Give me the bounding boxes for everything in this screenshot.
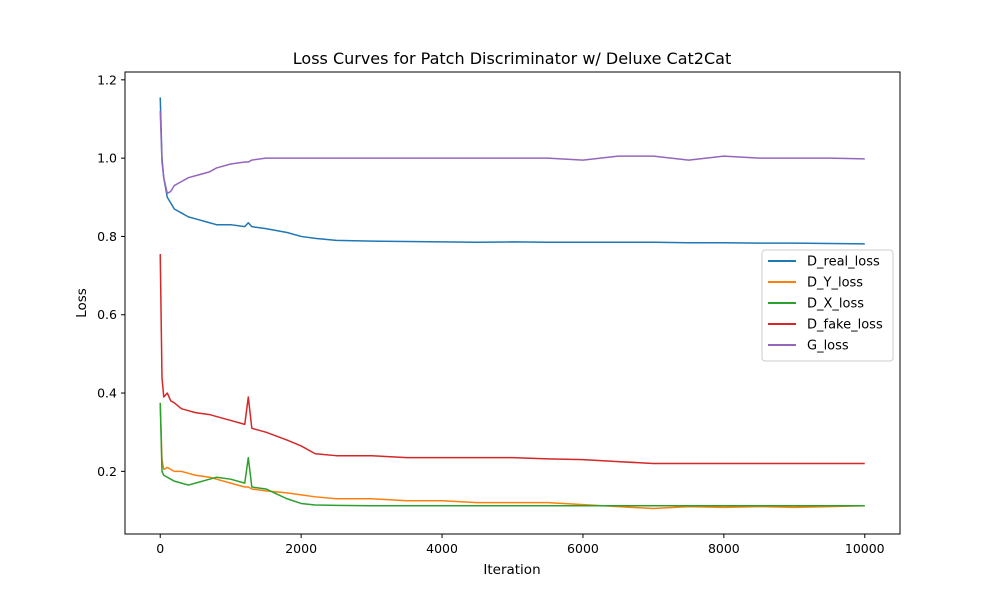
x-tick-label: 0 [156, 541, 164, 556]
chart-title: Loss Curves for Patch Discriminator w/ D… [293, 49, 731, 68]
x-tick-label: 2000 [285, 541, 317, 556]
plot-area [159, 97, 865, 510]
x-tick-label: 10000 [845, 541, 885, 556]
y-tick-label: 1.0 [97, 151, 117, 166]
y-tick-label: 0.2 [97, 464, 117, 479]
legend-label: D_fake_loss [807, 318, 883, 333]
y-tick-label: 0.6 [97, 307, 117, 322]
plot-frame [124, 71, 901, 535]
x-tick-label: 6000 [567, 541, 599, 556]
series-line-g-loss [159, 111, 865, 195]
y-tick-label: 0.4 [97, 386, 117, 401]
series-line-d-y-loss [159, 402, 865, 510]
y-axis-label: Loss [74, 288, 90, 318]
x-axis: 0 2000 4000 6000 8000 10000 [156, 534, 885, 556]
legend-label: D_real_loss [807, 255, 880, 270]
legend-label: D_X_loss [807, 297, 864, 312]
legend-label: G_loss [807, 339, 849, 354]
legend-label: D_Y_loss [807, 276, 863, 291]
series-line-d-fake-loss [159, 254, 865, 465]
x-tick-label: 4000 [426, 541, 458, 556]
x-axis-label: Iteration [483, 562, 540, 578]
legend-box [761, 249, 894, 362]
series-line-d-real-loss [159, 97, 865, 245]
x-tick-label: 8000 [708, 541, 740, 556]
y-tick-label: 0.8 [97, 229, 117, 244]
y-axis: 0.2 0.4 0.6 0.8 1.0 1.2 [97, 72, 125, 479]
series-line-d-x-loss [159, 402, 865, 507]
y-tick-label: 1.2 [97, 72, 117, 87]
legend: D_real_loss D_Y_loss D_X_loss D_fake_loss G_… [761, 249, 894, 362]
